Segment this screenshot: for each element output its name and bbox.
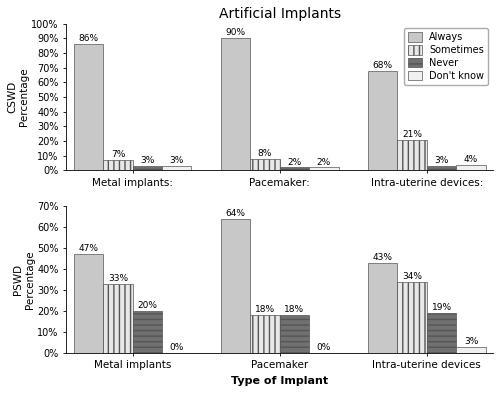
Bar	[309, 167, 338, 171]
Bar	[103, 284, 132, 353]
Text: 2%: 2%	[288, 158, 302, 167]
Bar	[162, 166, 192, 171]
Text: 21%: 21%	[402, 130, 422, 139]
Bar	[74, 254, 103, 353]
Bar	[250, 159, 280, 171]
Bar	[456, 165, 486, 171]
Text: 33%: 33%	[108, 274, 128, 283]
Bar	[250, 315, 280, 353]
Text: 90%: 90%	[226, 28, 246, 37]
Text: 3%: 3%	[140, 156, 154, 165]
Text: 3%: 3%	[464, 337, 478, 346]
Bar	[398, 281, 427, 353]
Bar	[280, 315, 309, 353]
Bar	[221, 38, 250, 171]
Text: 43%: 43%	[372, 253, 392, 262]
Legend: Always, Sometimes, Never, Don't know: Always, Sometimes, Never, Don't know	[404, 28, 488, 85]
Bar	[221, 219, 250, 353]
Text: 3%: 3%	[170, 156, 184, 165]
Bar	[456, 347, 486, 353]
Text: 18%: 18%	[284, 305, 304, 314]
Bar	[368, 70, 398, 171]
Text: 0%: 0%	[316, 343, 331, 352]
Bar	[132, 166, 162, 171]
Text: 18%: 18%	[255, 305, 275, 314]
Text: 86%: 86%	[78, 34, 98, 43]
X-axis label: Type of Implant: Type of Implant	[231, 376, 328, 386]
Text: 68%: 68%	[372, 61, 393, 70]
Y-axis label: CSWD
Percentage: CSWD Percentage	[7, 68, 28, 126]
Text: 20%: 20%	[138, 301, 158, 310]
Y-axis label: PSWD
Percentage: PSWD Percentage	[13, 250, 34, 309]
Bar	[398, 140, 427, 171]
Text: 0%: 0%	[170, 343, 184, 352]
Text: 47%: 47%	[78, 244, 98, 253]
Text: 19%: 19%	[432, 303, 452, 312]
Bar	[280, 167, 309, 171]
Text: 34%: 34%	[402, 272, 422, 281]
Text: 2%: 2%	[317, 158, 331, 167]
Bar	[427, 313, 456, 353]
Bar	[368, 263, 398, 353]
Bar	[74, 44, 103, 171]
Text: 7%: 7%	[111, 151, 125, 160]
Text: 3%: 3%	[434, 156, 449, 165]
Text: 4%: 4%	[464, 155, 478, 164]
Text: 64%: 64%	[226, 209, 246, 218]
Bar	[103, 160, 132, 171]
Title: Artificial Implants: Artificial Implants	[218, 7, 341, 21]
Bar	[427, 166, 456, 171]
Bar	[132, 311, 162, 353]
Text: 8%: 8%	[258, 149, 272, 158]
